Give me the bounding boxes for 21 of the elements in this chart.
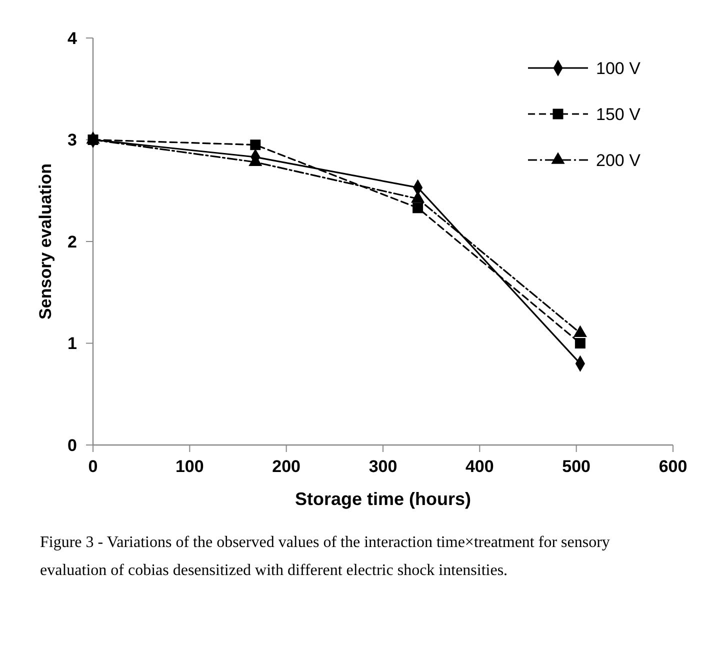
- y-tick-label: 3: [68, 130, 77, 150]
- legend-label: 200 V: [596, 150, 642, 170]
- x-tick-label: 400: [465, 457, 494, 476]
- y-tick-label: 1: [68, 334, 77, 354]
- x-axis-title: Storage time (hours): [294, 489, 472, 509]
- y-tick-label: 2: [68, 232, 77, 252]
- legend-label: 150 V: [596, 104, 642, 124]
- point: [574, 338, 586, 348]
- x-tick-label: 500: [562, 457, 591, 476]
- x-tick-label: 0: [88, 457, 98, 476]
- x-tick-label: 100: [175, 457, 204, 476]
- x-tick-label: 200: [272, 457, 301, 476]
- x-tick-label: 300: [368, 457, 398, 476]
- point: [412, 202, 424, 214]
- legend-label: 100 V: [596, 58, 642, 78]
- point: [250, 140, 261, 150]
- y-axis-title: Sensory evaluation: [36, 164, 55, 320]
- y-tick-label: 0: [68, 436, 77, 455]
- caption: Figure 3 - Variations of the observed values of the interaction time×treatment for sensory evaluation of cobias desensitized with different electric shock intensities.: [40, 533, 611, 581]
- y-tick-label: 4: [68, 28, 78, 48]
- x-tick-label: 600: [658, 457, 688, 476]
